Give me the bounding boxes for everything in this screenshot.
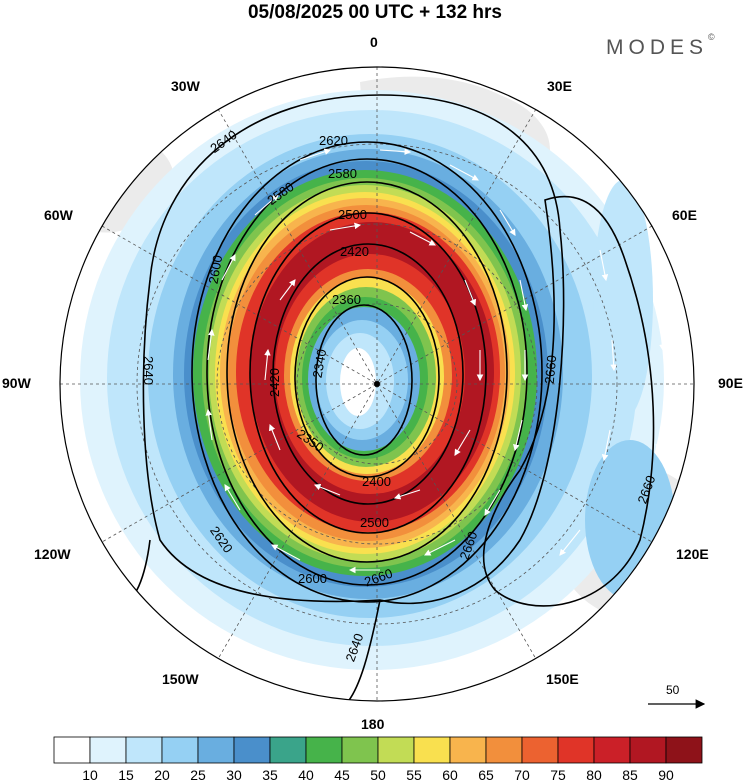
graticule [60,67,694,701]
map-border [59,66,695,702]
lon-label-180: 180 [361,716,385,732]
contour-label: 2580 [328,166,357,181]
height-contours [119,94,655,701]
lon-label-90e: 90E [718,375,743,391]
reference-vector-label: 50 [666,683,680,697]
modes-logo: MODES© [606,32,715,59]
contour-label: 2660 [541,354,560,385]
contour-label: 2420 [266,368,282,397]
contour-label: 2500 [360,515,389,530]
lon-label-60w: 60W [44,207,73,223]
lon-label-120e: 120E [676,546,709,562]
contour-label: 2360 [332,292,361,307]
contour-label: 2400 [362,474,391,489]
pole-marker [374,381,380,387]
lon-label-60e: 60E [672,207,697,223]
map-title: 05/08/2025 00 UTC + 132 hrs [247,2,503,23]
contour-label: 2640 [140,356,156,385]
lon-label-150e: 150E [546,671,579,687]
contour-label: 2600 [298,571,327,586]
contour-label: 2620 [319,133,348,148]
lon-label-150w: 150W [162,671,199,687]
lon-label-30e: 30E [547,78,572,94]
contour-label: 2420 [340,244,369,259]
contour-label: 2500 [338,207,367,222]
wind-vectors [205,148,666,574]
lon-label-90w: 90W [2,375,31,391]
lon-label-0: 0 [370,34,378,50]
lon-label-30w: 30W [171,78,200,94]
lon-label-120w: 120W [34,546,71,562]
